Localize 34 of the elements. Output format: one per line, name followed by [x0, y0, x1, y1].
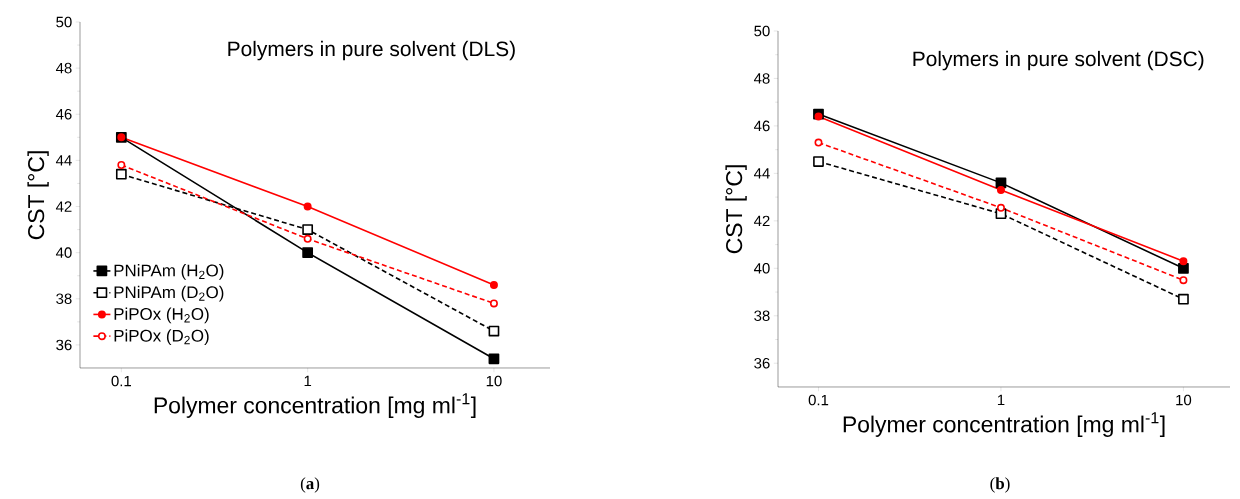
- y-tick-label: 40: [753, 263, 770, 274]
- x-tick-label: 10: [1176, 394, 1192, 406]
- x-tick-label: 1: [304, 375, 312, 387]
- y-tick-label: 38: [754, 310, 770, 322]
- y-tick-label: 36: [754, 357, 770, 369]
- y-tick-label: 48: [55, 62, 72, 74]
- x-axis-title: Polymer concentration [mg ml$^{-1}$]: [843, 412, 1165, 437]
- legend-label: PiPOx (D$_{2}$O): [114, 329, 209, 346]
- y-tick-label: 44: [753, 168, 770, 179]
- text: Polymers in pure solvent (DLS): [228, 40, 515, 61]
- y-tick-label: 46: [753, 120, 770, 132]
- y-tick-label: 50: [754, 25, 770, 37]
- legend-label: PiPOx (H$_{2}$O): [114, 307, 209, 324]
- y-axis-title: CST [°C]: [725, 165, 747, 254]
- y-tick-label: 50: [56, 16, 72, 28]
- x-tick-label: 0.1: [808, 394, 829, 406]
- legend-label: PNiPAm (H$_{2}$O): [114, 264, 224, 280]
- y-tick-label: 48: [753, 73, 770, 84]
- y-axis-title: CST [°C]: [27, 151, 49, 240]
- x-tick-label: 10: [486, 375, 502, 387]
- x-tick-label: 1: [997, 394, 1005, 406]
- y-tick-label: 44: [55, 155, 72, 166]
- y-tick-label: 38: [56, 293, 72, 305]
- y-tick-label: 42: [753, 215, 770, 227]
- text: (a): [300, 477, 320, 493]
- y-tick-label: 46: [55, 108, 72, 120]
- y-tick-label: 42: [55, 201, 72, 212]
- x-tick-label: 0.1: [111, 375, 131, 387]
- y-tick-label: 36: [56, 339, 72, 351]
- text: (b): [990, 477, 1010, 493]
- x-axis-title: Polymer concentration [mg ml$^{-1}$]: [154, 393, 476, 418]
- text: Polymers in pure solvent (DSC): [913, 50, 1204, 71]
- y-tick-label: 40: [55, 247, 72, 258]
- legend-label: PNiPAm (D$_{2}$O): [114, 285, 224, 302]
